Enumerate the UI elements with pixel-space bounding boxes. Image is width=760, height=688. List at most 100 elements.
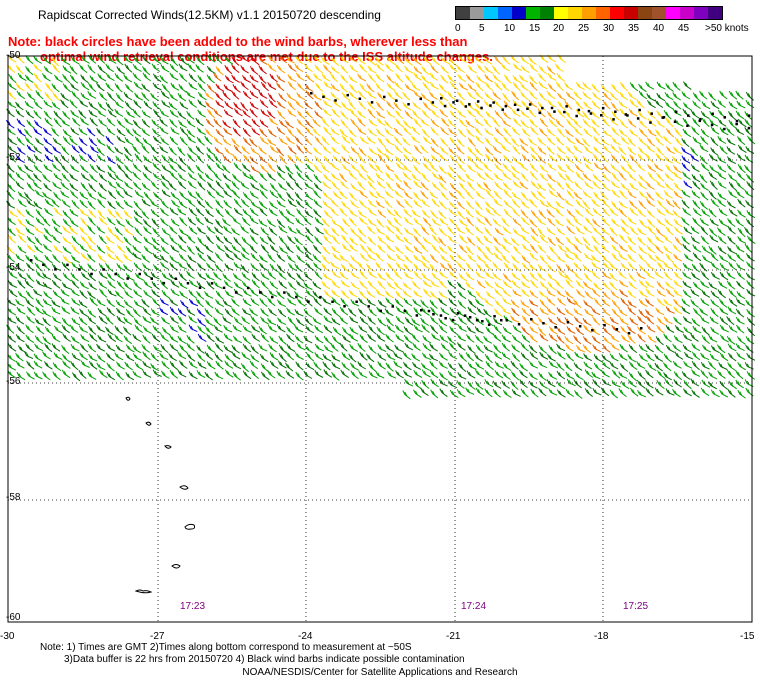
contamination-marker: [66, 263, 69, 267]
wind-barb: [510, 237, 520, 246]
wind-barb: [26, 244, 36, 253]
wind-barb: [304, 200, 313, 210]
wind-barb: [241, 217, 251, 227]
wind-barb: [467, 137, 476, 147]
wind-barb: [105, 245, 115, 254]
wind-barb: [52, 145, 61, 154]
wind-barb: [520, 342, 529, 352]
wind-barb: [674, 127, 683, 138]
wind-barb: [492, 91, 501, 100]
wind-barb: [70, 335, 80, 344]
wind-barb: [691, 126, 700, 136]
wind-barb: [629, 99, 639, 108]
wind-barb: [348, 128, 357, 138]
wind-barb: [323, 64, 332, 74]
wind-barb: [530, 180, 540, 190]
wind-barb: [611, 244, 621, 253]
wind-barb: [249, 101, 259, 110]
wind-barb: [141, 83, 150, 93]
wind-barb: [420, 181, 429, 191]
wind-barb: [224, 353, 234, 363]
wind-barb: [79, 117, 89, 126]
wind-barb: [691, 369, 701, 377]
wind-barb: [493, 173, 503, 182]
wind-barb: [673, 289, 683, 297]
wind-barb: [268, 227, 278, 236]
wind-barb: [296, 82, 306, 92]
wind-barb: [26, 92, 36, 101]
wind-barb: [547, 264, 557, 273]
wind-barb: [359, 351, 368, 361]
wind-barb: [467, 65, 477, 74]
wind-barb: [539, 281, 549, 290]
wind-barb: [510, 315, 520, 323]
wind-barb: [197, 82, 206, 92]
wind-barb: [206, 262, 215, 271]
wind-barb: [250, 369, 260, 379]
wind-barb: [456, 154, 465, 165]
wind-barb: [501, 144, 511, 153]
wind-barb: [16, 136, 25, 146]
wind-barb: [8, 137, 18, 146]
wind-barb: [79, 191, 89, 200]
wind-barb: [115, 155, 124, 165]
wind-barb: [160, 245, 170, 255]
island: [125, 396, 131, 401]
wind-barb: [656, 119, 665, 128]
wind-barb: [358, 290, 368, 300]
wind-barb: [618, 146, 627, 156]
wind-barb: [123, 335, 133, 345]
wind-barb: [610, 144, 620, 153]
wind-barb: [339, 128, 348, 138]
wind-barb: [339, 306, 349, 316]
wind-barb: [511, 127, 521, 136]
wind-barb: [285, 136, 295, 145]
contamination-marker: [126, 277, 129, 280]
wind-barb: [654, 99, 664, 109]
wind-barb: [718, 208, 728, 217]
wind-barb: [717, 171, 727, 180]
wind-barb: [195, 216, 204, 226]
wind-barb: [278, 344, 288, 354]
wind-barb: [223, 127, 233, 136]
wind-barb: [213, 154, 222, 164]
wind-barb: [233, 317, 243, 326]
wind-barb: [717, 164, 727, 173]
wind-barb: [114, 173, 124, 182]
wind-barb: [431, 333, 441, 341]
wind-barb: [411, 135, 421, 144]
wind-barb: [330, 65, 340, 74]
wind-barb: [294, 191, 303, 202]
wind-barb: [448, 191, 458, 200]
wind-barb: [357, 180, 366, 191]
wind-barb: [294, 236, 303, 246]
wind-barb: [51, 306, 61, 315]
wind-barb: [215, 66, 224, 76]
wind-barb: [564, 273, 573, 283]
wind-barb: [690, 299, 699, 308]
wind-barb: [718, 362, 728, 370]
wind-barb: [161, 370, 170, 379]
wind-barb: [476, 182, 486, 191]
wind-barb: [151, 218, 160, 228]
wind-barb: [474, 55, 483, 64]
wind-barb: [152, 344, 162, 353]
wind-barb: [556, 316, 566, 325]
wind-barb: [404, 110, 413, 120]
wind-barb: [493, 55, 503, 65]
wind-barb: [438, 324, 448, 334]
wind-barb: [457, 342, 466, 351]
wind-barb: [395, 370, 404, 379]
wind-barb: [222, 316, 232, 325]
wind-barb: [421, 128, 431, 138]
wind-barb: [546, 200, 556, 210]
wind-barb: [430, 389, 439, 399]
wind-barb: [350, 271, 360, 279]
legend-swatch: [512, 7, 526, 19]
wind-barb: [601, 182, 611, 192]
wind-barb: [297, 110, 306, 120]
wind-barb: [502, 273, 512, 283]
wind-barb: [303, 335, 313, 344]
wind-barb: [456, 189, 465, 200]
wind-barb: [26, 315, 35, 324]
